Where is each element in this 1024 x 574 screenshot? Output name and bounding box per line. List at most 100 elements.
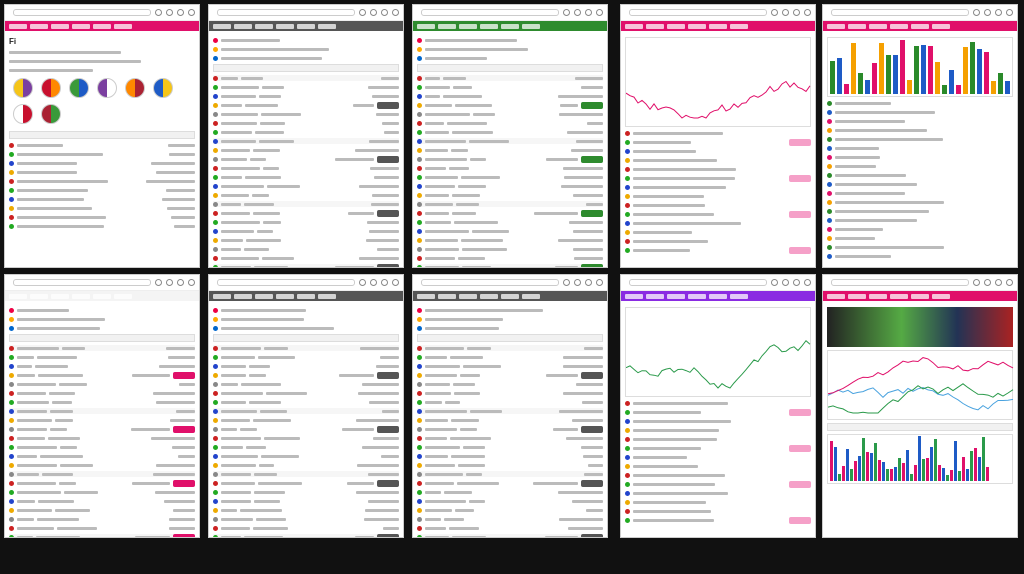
nav-item[interactable] [480, 23, 498, 29]
nav-item[interactable] [93, 23, 111, 29]
table-row[interactable] [417, 219, 603, 225]
flag-icon[interactable] [41, 104, 61, 124]
action-button[interactable] [377, 371, 399, 379]
list-item[interactable] [417, 325, 603, 331]
table-row[interactable] [417, 408, 603, 414]
nav-item[interactable] [522, 293, 540, 299]
table-row[interactable] [213, 489, 399, 495]
table-row[interactable] [625, 400, 811, 406]
list-item[interactable] [9, 316, 195, 322]
flag-icon[interactable] [41, 78, 61, 98]
nav-item[interactable] [501, 23, 519, 29]
action-button[interactable] [581, 479, 603, 487]
table-row[interactable] [9, 489, 195, 495]
table-row[interactable] [213, 201, 399, 207]
nav-item[interactable] [234, 293, 252, 299]
action-button[interactable] [789, 138, 811, 146]
table-row[interactable] [213, 120, 399, 126]
nav-item[interactable] [297, 23, 315, 29]
nav-item[interactable] [114, 293, 132, 299]
toolbar-icon[interactable] [984, 279, 991, 286]
action-button[interactable] [581, 263, 603, 267]
table-row[interactable] [213, 533, 399, 537]
nav-item[interactable] [114, 23, 132, 29]
action-button[interactable] [581, 371, 603, 379]
nav-item[interactable] [501, 293, 519, 299]
nav-item[interactable] [417, 23, 435, 29]
table-row[interactable] [213, 525, 399, 531]
action-button[interactable] [789, 408, 811, 416]
toolbar-icon[interactable] [782, 9, 789, 16]
nav-item[interactable] [234, 23, 252, 29]
search-input[interactable] [629, 279, 767, 286]
nav-item[interactable] [625, 23, 643, 29]
table-row[interactable] [9, 178, 195, 184]
list-item[interactable] [9, 307, 195, 313]
list-item[interactable] [213, 46, 399, 52]
table-row[interactable] [625, 220, 811, 226]
table-row[interactable] [417, 498, 603, 504]
list-item[interactable] [417, 316, 603, 322]
table-row[interactable] [213, 93, 399, 99]
table-row[interactable] [9, 435, 195, 441]
action-button[interactable] [789, 210, 811, 218]
nav-item[interactable] [276, 293, 294, 299]
table-row[interactable] [827, 217, 1013, 223]
table-row[interactable] [417, 174, 603, 180]
table-row[interactable] [213, 435, 399, 441]
action-button[interactable] [377, 155, 399, 163]
table-row[interactable] [827, 235, 1013, 241]
toolbar-icon[interactable] [359, 9, 366, 16]
nav-item[interactable] [688, 23, 706, 29]
table-row[interactable] [625, 463, 811, 469]
table-row[interactable] [827, 154, 1013, 160]
table-row[interactable] [213, 174, 399, 180]
nav-item[interactable] [459, 23, 477, 29]
action-button[interactable] [789, 480, 811, 488]
toolbar-icon[interactable] [563, 279, 570, 286]
flag-icon[interactable] [69, 78, 89, 98]
table-row[interactable] [213, 471, 399, 477]
table-row[interactable] [625, 184, 811, 190]
table-row[interactable] [213, 399, 399, 405]
toolbar-icon[interactable] [782, 279, 789, 286]
table-row[interactable] [9, 142, 195, 148]
table-row[interactable] [417, 255, 603, 261]
nav-item[interactable] [709, 293, 727, 299]
nav-item[interactable] [625, 293, 643, 299]
nav-item[interactable] [730, 293, 748, 299]
search-input[interactable] [629, 9, 767, 16]
table-row[interactable] [827, 163, 1013, 169]
toolbar-icon[interactable] [995, 279, 1002, 286]
search-input[interactable] [217, 9, 355, 16]
toolbar-icon[interactable] [995, 9, 1002, 16]
table-row[interactable] [9, 381, 195, 387]
nav-item[interactable] [255, 23, 273, 29]
table-row[interactable] [417, 507, 603, 513]
action-button[interactable] [377, 263, 399, 267]
table-row[interactable] [625, 193, 811, 199]
table-row[interactable] [9, 187, 195, 193]
table-row[interactable] [625, 130, 811, 136]
toolbar-icon[interactable] [155, 279, 162, 286]
list-item[interactable] [417, 55, 603, 61]
table-row[interactable] [9, 160, 195, 166]
table-row[interactable] [625, 157, 811, 163]
toolbar-icon[interactable] [359, 279, 366, 286]
table-row[interactable] [417, 453, 603, 459]
table-row[interactable] [213, 354, 399, 360]
action-button[interactable] [581, 209, 603, 217]
nav-item[interactable] [890, 23, 908, 29]
action-button[interactable] [789, 246, 811, 254]
table-row[interactable] [625, 166, 811, 172]
search-input[interactable] [13, 9, 151, 16]
toolbar-icon[interactable] [166, 279, 173, 286]
search-input[interactable] [831, 9, 969, 16]
table-row[interactable] [417, 479, 603, 487]
table-row[interactable] [827, 145, 1013, 151]
nav-item[interactable] [276, 23, 294, 29]
toolbar-icon[interactable] [381, 9, 388, 16]
table-row[interactable] [417, 435, 603, 441]
nav-item[interactable] [890, 293, 908, 299]
nav-item[interactable] [255, 293, 273, 299]
